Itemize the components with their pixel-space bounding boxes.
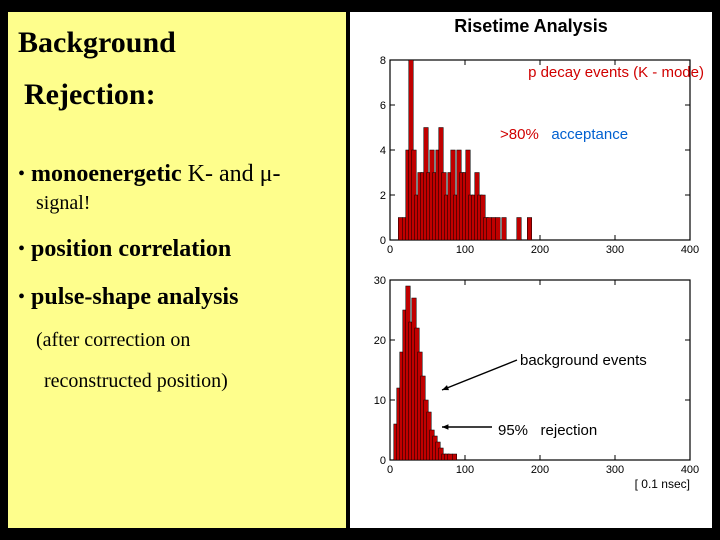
svg-text:2: 2 [380, 190, 386, 202]
risetime-top-chart: 0 2 4 6 8 0 100 200 300 400 [362, 52, 702, 262]
svg-text:0: 0 [380, 235, 386, 247]
bullet-text-3: pulse-shape analysis [31, 283, 238, 311]
svg-text:300: 300 [606, 464, 624, 476]
svg-text:8: 8 [380, 55, 386, 67]
svg-text:30: 30 [374, 275, 386, 287]
left-panel: Background Rejection: • monoenergetic K-… [8, 12, 346, 528]
chart-title: Risetime Analysis [350, 16, 712, 37]
right-panel: Risetime Analysis p decay events (K - mo… [350, 12, 712, 528]
svg-text:10: 10 [374, 395, 386, 407]
note-line-1: (after correction on [36, 329, 336, 352]
svg-text:100: 100 [456, 464, 474, 476]
heading-background: Background [18, 26, 336, 60]
svg-text:6: 6 [380, 100, 386, 112]
svg-text:0: 0 [380, 455, 386, 467]
svg-text:400: 400 [681, 464, 699, 476]
svg-text:400: 400 [681, 244, 699, 256]
risetime-bottom-chart: 01020300100200300400[ 0.1 nsec] [362, 272, 702, 502]
svg-text:0: 0 [387, 464, 393, 476]
bullet-position: • position correlation [18, 235, 336, 263]
note-line-2: reconstructed position) [44, 370, 336, 393]
signal-text: signal! [36, 192, 336, 215]
heading-rejection: Rejection: [24, 78, 336, 112]
bullet-pulse-shape: • pulse-shape analysis [18, 283, 336, 311]
bullet-dot-icon: • [18, 283, 25, 311]
svg-text:200: 200 [531, 464, 549, 476]
bullet-dot-icon: • [18, 160, 25, 188]
svg-text:0: 0 [387, 244, 393, 256]
svg-text:300: 300 [606, 244, 624, 256]
bullet-dot-icon: • [18, 235, 25, 263]
bullet-text-1: monoenergetic K- and μ- [31, 160, 280, 188]
svg-text:[ 0.1 nsec]: [ 0.1 nsec] [635, 477, 690, 491]
svg-text:100: 100 [456, 244, 474, 256]
svg-text:200: 200 [531, 244, 549, 256]
bullet-text-2: position correlation [31, 235, 231, 263]
svg-text:4: 4 [380, 145, 386, 157]
bullet-monoenergetic: • monoenergetic K- and μ- [18, 160, 336, 188]
svg-text:20: 20 [374, 335, 386, 347]
